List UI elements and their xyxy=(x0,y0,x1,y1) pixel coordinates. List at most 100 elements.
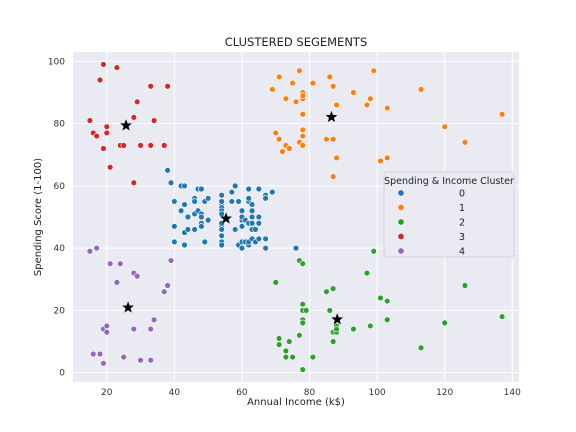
data-point-cluster-0 xyxy=(191,198,198,205)
data-point-cluster-1 xyxy=(326,73,333,81)
legend-marker xyxy=(397,189,405,197)
data-point-cluster-0 xyxy=(181,241,188,249)
data-point-cluster-1 xyxy=(329,83,337,90)
centroid-star-icon xyxy=(120,119,132,131)
data-point-cluster-3 xyxy=(96,76,104,84)
data-point-cluster-4 xyxy=(137,357,144,364)
data-point-cluster-1 xyxy=(299,126,306,134)
data-point-cluster-4 xyxy=(93,244,100,252)
data-point-cluster-1 xyxy=(275,135,283,143)
data-point-cluster-0 xyxy=(228,198,236,205)
data-point-cluster-0 xyxy=(245,185,252,193)
data-point-cluster-0 xyxy=(164,167,171,174)
data-point-cluster-3 xyxy=(137,142,144,149)
data-point-cluster-0 xyxy=(255,220,263,227)
data-point-cluster-0 xyxy=(248,220,256,227)
legend-marker xyxy=(397,247,405,255)
data-point-cluster-4 xyxy=(103,328,110,336)
legend-items: 0 1 2 3 4 xyxy=(397,189,465,258)
data-point-cluster-4 xyxy=(100,360,107,367)
y-tick-label: 0 xyxy=(59,369,65,379)
data-point-cluster-2 xyxy=(498,313,506,320)
data-point-cluster-0 xyxy=(269,188,276,196)
data-point-cluster-1 xyxy=(272,129,279,137)
data-point-cluster-2 xyxy=(367,322,374,330)
data-point-cluster-0 xyxy=(255,235,263,242)
data-point-cluster-2 xyxy=(350,325,357,333)
data-point-cluster-0 xyxy=(218,226,225,233)
legend-title: Spending & Income Cluster xyxy=(384,176,514,187)
data-point-cluster-2 xyxy=(329,285,337,292)
data-point-cluster-3 xyxy=(130,114,138,121)
data-point-cluster-2 xyxy=(299,260,306,267)
data-point-cluster-4 xyxy=(133,272,141,280)
data-point-cluster-4 xyxy=(103,322,110,330)
data-point-cluster-1 xyxy=(269,86,276,93)
data-point-cluster-4 xyxy=(90,350,97,358)
data-point-cluster-1 xyxy=(461,139,469,146)
data-point-cluster-1 xyxy=(367,95,374,102)
data-point-cluster-0 xyxy=(262,235,269,242)
y-tick-label: 20 xyxy=(54,306,66,316)
data-point-cluster-0 xyxy=(238,244,246,252)
data-point-cluster-1 xyxy=(498,111,506,118)
data-point-cluster-1 xyxy=(384,104,391,112)
data-point-cluster-2 xyxy=(323,288,330,295)
data-point-cluster-0 xyxy=(198,185,205,193)
data-point-cluster-2 xyxy=(299,319,306,327)
data-point-cluster-1 xyxy=(299,92,306,99)
data-point-cluster-0 xyxy=(252,226,259,233)
data-point-cluster-0 xyxy=(171,238,178,246)
data-point-cluster-2 xyxy=(461,282,469,289)
data-point-cluster-0 xyxy=(181,201,188,208)
data-point-cluster-1 xyxy=(333,101,340,109)
y-tick-label: 60 xyxy=(54,182,66,192)
data-point-cluster-2 xyxy=(282,347,290,355)
data-point-cluster-1 xyxy=(441,123,448,130)
data-point-cluster-4 xyxy=(167,257,175,264)
centroid-markers xyxy=(120,110,344,325)
data-point-cluster-3 xyxy=(147,142,154,149)
data-point-cluster-2 xyxy=(363,269,371,277)
centroid-star-icon xyxy=(331,313,344,325)
data-point-cluster-2 xyxy=(441,319,448,327)
data-point-cluster-0 xyxy=(171,223,178,230)
data-point-cluster-0 xyxy=(171,198,178,205)
data-point-cluster-1 xyxy=(363,101,371,109)
data-point-cluster-0 xyxy=(248,213,256,221)
data-point-cluster-2 xyxy=(384,297,391,305)
data-point-cluster-0 xyxy=(218,192,225,199)
data-point-cluster-0 xyxy=(198,223,205,230)
data-point-cluster-1 xyxy=(417,86,425,93)
legend-marker xyxy=(397,218,405,226)
data-point-cluster-0 xyxy=(245,195,252,202)
data-point-cluster-3 xyxy=(161,142,168,149)
data-point-cluster-0 xyxy=(248,207,256,214)
x-tick-label: 140 xyxy=(504,388,521,398)
data-point-cluster-3 xyxy=(120,142,127,149)
data-point-cluster-3 xyxy=(100,61,107,68)
legend-label: 2 xyxy=(459,218,465,229)
data-point-cluster-3 xyxy=(93,132,100,140)
data-point-cluster-3 xyxy=(133,98,141,106)
x-tick-label: 40 xyxy=(169,388,181,398)
data-points xyxy=(86,61,506,373)
legend-label: 1 xyxy=(459,203,465,214)
data-point-cluster-2 xyxy=(299,300,306,308)
data-point-cluster-2 xyxy=(296,332,303,339)
data-point-cluster-3 xyxy=(106,163,114,171)
x-tick-label: 20 xyxy=(101,388,113,398)
data-point-cluster-0 xyxy=(218,210,225,218)
data-point-cluster-2 xyxy=(326,307,333,314)
data-point-cluster-2 xyxy=(384,316,391,323)
x-tick-label: 80 xyxy=(304,388,316,398)
data-point-cluster-0 xyxy=(181,182,188,190)
data-point-cluster-3 xyxy=(103,123,110,130)
data-point-cluster-2 xyxy=(333,325,340,333)
legend-marker xyxy=(397,233,405,241)
y-tick-label: 100 xyxy=(48,57,65,67)
data-point-cluster-4 xyxy=(161,288,168,295)
legend: Spending & Income Cluster 0 1 2 3 4 xyxy=(383,171,515,258)
data-point-cluster-0 xyxy=(218,232,225,239)
